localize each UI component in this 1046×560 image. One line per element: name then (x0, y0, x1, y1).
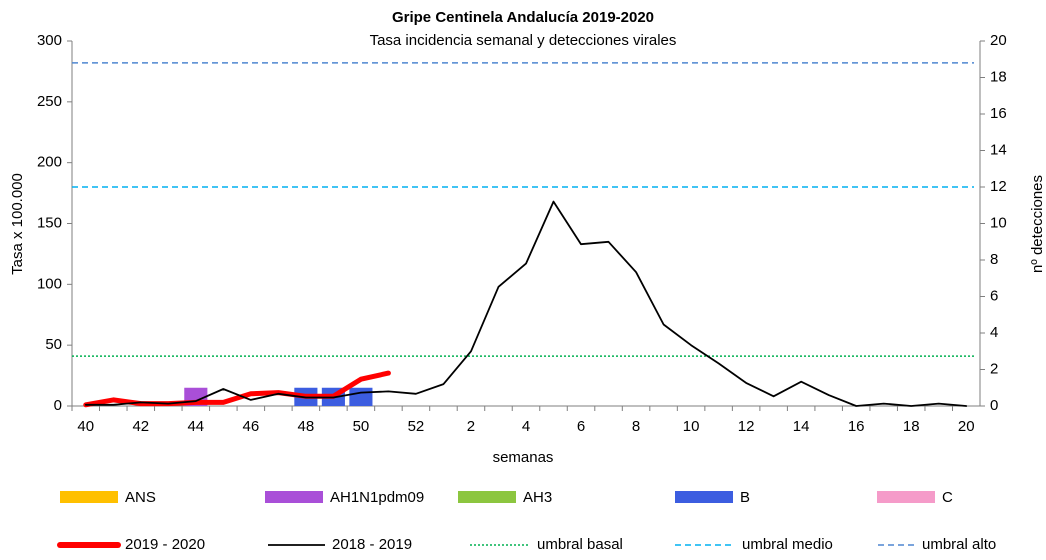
legend-label: AH1N1pdm09 (330, 489, 424, 506)
x-tick-label: 44 (187, 418, 204, 435)
y-tick-label: 50 (45, 336, 62, 353)
y2-tick-label: 6 (990, 287, 998, 304)
chart-subtitle: Tasa incidencia semanal y detecciones vi… (370, 32, 677, 49)
y-tick-label: 100 (37, 275, 62, 292)
x-axis-label: semanas (493, 449, 554, 466)
x-tick-label: 14 (793, 418, 810, 435)
legend-label: umbral alto (922, 536, 996, 553)
legend-label: umbral medio (742, 536, 833, 553)
y2-tick-label: 8 (990, 251, 998, 268)
y-tick-label: 150 (37, 214, 62, 231)
y-tick-label: 0 (54, 397, 62, 414)
legend-label: AH3 (523, 489, 552, 506)
legend-swatch (675, 491, 733, 503)
y2-tick-label: 10 (990, 214, 1007, 231)
y2-tick-label: 4 (990, 324, 998, 341)
y2-tick-label: 12 (990, 178, 1007, 195)
legend-label: 2018 - 2019 (332, 536, 412, 553)
x-tick-label: 48 (298, 418, 315, 435)
y2-axis-label: nº detecciones (1029, 175, 1046, 273)
y2-tick-label: 18 (990, 68, 1007, 85)
x-tick-label: 2 (467, 418, 475, 435)
y2-tick-label: 16 (990, 105, 1007, 122)
legend-swatch (60, 491, 118, 503)
chart-title: Gripe Centinela Andalucía 2019-2020 (392, 9, 654, 26)
x-tick-label: 18 (903, 418, 920, 435)
x-tick-label: 20 (958, 418, 975, 435)
legend-label: 2019 - 2020 (125, 536, 205, 553)
x-tick-label: 8 (632, 418, 640, 435)
legend-label: B (740, 489, 750, 506)
legend-label: umbral basal (537, 536, 623, 553)
x-tick-label: 42 (132, 418, 149, 435)
legend-label: ANS (125, 489, 156, 506)
y2-tick-label: 0 (990, 397, 998, 414)
bar (349, 387, 373, 406)
x-tick-label: 6 (577, 418, 585, 435)
legend-swatch (265, 491, 323, 503)
y-tick-label: 250 (37, 93, 62, 110)
y-tick-label: 200 (37, 154, 62, 171)
x-tick-label: 4 (522, 418, 530, 435)
legend-swatch (458, 491, 516, 503)
y-tick-label: 300 (37, 32, 62, 49)
x-tick-label: 16 (848, 418, 865, 435)
y-axis-label: Tasa x 100.000 (9, 173, 26, 275)
y2-tick-label: 2 (990, 360, 998, 377)
legend-label: C (942, 489, 953, 506)
x-tick-label: 50 (353, 418, 370, 435)
legend-swatch (877, 491, 935, 503)
x-tick-label: 52 (408, 418, 425, 435)
x-tick-label: 12 (738, 418, 755, 435)
y2-tick-label: 14 (990, 141, 1007, 158)
x-tick-label: 46 (243, 418, 260, 435)
line-series (84, 200, 968, 407)
y2-tick-label: 20 (990, 32, 1007, 49)
x-tick-label: 10 (683, 418, 700, 435)
x-tick-label: 40 (77, 418, 94, 435)
